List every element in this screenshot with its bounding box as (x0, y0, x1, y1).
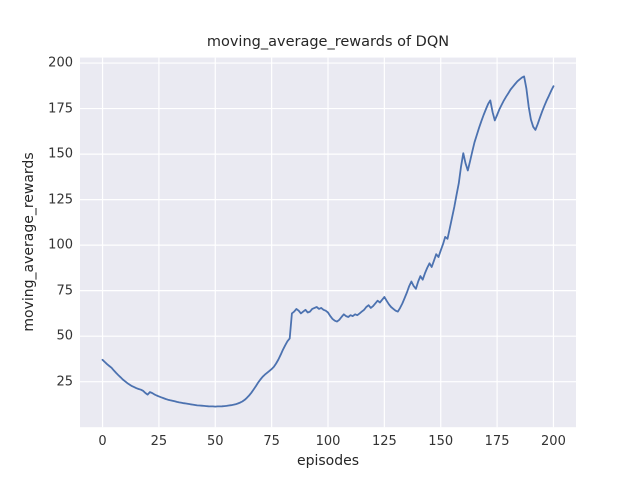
y-tick-label: 100 (48, 237, 73, 253)
x-axis-label: episodes (296, 453, 360, 469)
y-tick-label: 175 (48, 101, 73, 117)
x-tick-label: 0 (98, 434, 107, 450)
x-tick-label: 75 (263, 434, 280, 450)
x-tick-label: 25 (150, 434, 168, 450)
reward-line (101, 75, 555, 408)
y-axis-label: moving_average_rewards (21, 152, 37, 332)
y-tick-label: 125 (48, 192, 73, 208)
x-tick-label: 150 (428, 434, 454, 450)
y-tick-label: 200 (48, 55, 73, 71)
y-tick-label: 50 (56, 328, 73, 344)
y-tick-label: 150 (48, 146, 73, 162)
x-tick-label: 50 (206, 434, 224, 450)
x-tick-label: 200 (541, 434, 566, 450)
x-tick-label: 125 (371, 434, 397, 450)
x-tick-label: 100 (315, 434, 341, 450)
chart-title: moving_average_rewards of DQN (206, 34, 450, 50)
y-tick-label: 75 (56, 283, 73, 299)
x-tick-label: 175 (484, 434, 510, 450)
y-tick-label: 25 (56, 374, 73, 390)
